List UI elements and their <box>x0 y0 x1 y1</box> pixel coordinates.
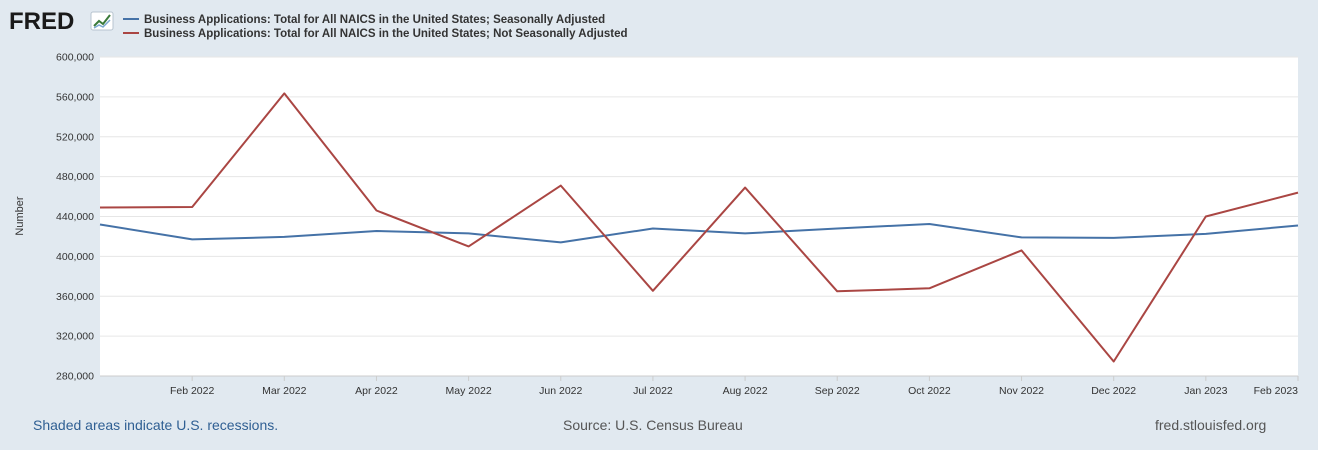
series-line-not-seasonally-adjusted[interactable] <box>99 92 1299 363</box>
y-axis-title: Number <box>14 196 26 235</box>
x-tick-label: Oct 2022 <box>908 385 951 397</box>
y-tick-label: 440,000 <box>56 211 94 223</box>
site-link[interactable]: fred.stlouisfed.org <box>1155 417 1267 433</box>
x-tick-label: May 2022 <box>446 385 492 397</box>
series-lines <box>99 92 1299 363</box>
x-axis-ticks: Feb 2022 Mar 2022 Apr 2022 May 2022 Jun 2022… <box>170 376 1299 397</box>
x-tick-label: Dec 2022 <box>1091 385 1136 397</box>
fred-logo[interactable]: FRED <box>9 8 114 35</box>
logo-chart-icon <box>90 11 114 31</box>
legend: Business Applications: Total for All NAI… <box>123 14 627 40</box>
legend-label-seasonally-adjusted: Business Applications: Total for All NAI… <box>144 14 605 26</box>
x-tick-label: Jan 2023 <box>1184 385 1227 397</box>
legend-item-seasonally-adjusted[interactable]: Business Applications: Total for All NAI… <box>123 14 605 26</box>
y-tick-label: 560,000 <box>56 91 94 103</box>
x-tick-label: Feb 2023 <box>1254 385 1299 397</box>
y-tick-label: 600,000 <box>56 52 94 64</box>
legend-item-not-seasonally-adjusted[interactable]: Business Applications: Total for All NAI… <box>123 28 627 40</box>
y-tick-label: 320,000 <box>56 331 94 343</box>
x-tick-label: Jul 2022 <box>633 385 673 397</box>
series-line-seasonally-adjusted[interactable] <box>99 223 1299 244</box>
y-tick-label: 520,000 <box>56 131 94 143</box>
y-tick-label: 400,000 <box>56 251 94 263</box>
x-tick-label: Apr 2022 <box>355 385 398 397</box>
source-note: Source: U.S. Census Bureau <box>563 417 743 433</box>
y-tick-label: 280,000 <box>56 371 94 383</box>
x-tick-label: Sep 2022 <box>815 385 860 397</box>
x-tick-label: Aug 2022 <box>723 385 768 397</box>
fred-logo-text: FRED <box>9 8 74 35</box>
y-tick-label: 360,000 <box>56 291 94 303</box>
x-tick-label: Jun 2022 <box>539 385 582 397</box>
legend-label-not-seasonally-adjusted: Business Applications: Total for All NAI… <box>144 28 627 40</box>
x-tick-label: Feb 2022 <box>170 385 215 397</box>
recession-note: Shaded areas indicate U.S. recessions. <box>33 417 279 433</box>
x-tick-label: Nov 2022 <box>999 385 1044 397</box>
gridlines <box>100 56 1298 377</box>
y-axis-ticks: 280,000 320,000 360,000 400,000 440,000 480,0… <box>56 52 94 383</box>
x-tick-label: Mar 2022 <box>262 385 307 397</box>
y-tick-label: 480,000 <box>56 171 94 183</box>
